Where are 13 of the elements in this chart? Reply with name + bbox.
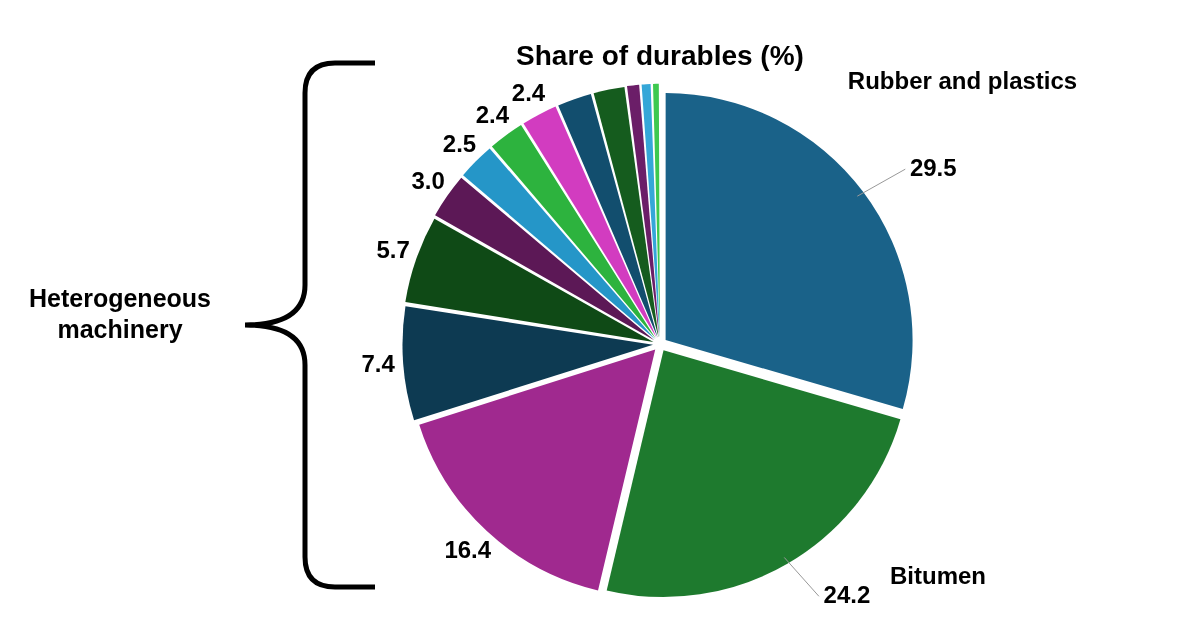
data-label: 2.4	[475, 101, 510, 129]
slice-label: Bitumen	[890, 562, 986, 590]
data-label: 16.4	[444, 536, 492, 564]
text: Heterogeneous machinery	[28, 283, 212, 345]
slice-label: Rubber and plastics	[847, 67, 1078, 95]
data-label: 5.7	[376, 235, 410, 263]
data-label: 24.2	[823, 580, 871, 608]
data-label: 2.4	[511, 78, 546, 106]
data-label: 3.0	[411, 167, 445, 195]
data-label: 7.4	[361, 350, 396, 378]
data-label: 2.5	[442, 129, 477, 157]
data-label: 29.5	[909, 153, 957, 181]
chart-title: Share of durables (%)	[516, 39, 804, 71]
